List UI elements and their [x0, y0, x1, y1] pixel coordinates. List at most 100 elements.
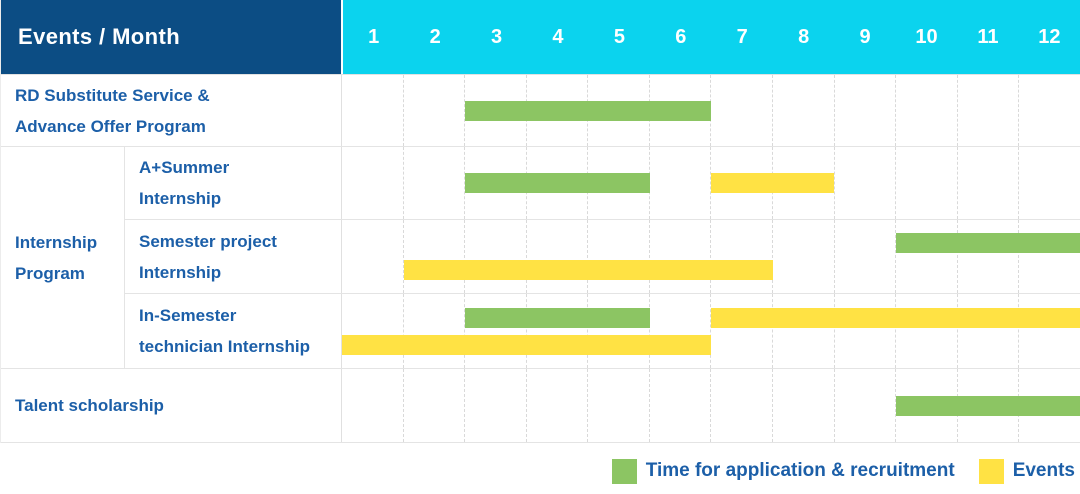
month-gridline-cell [342, 75, 404, 146]
month-header-cell: 6 [675, 25, 687, 48]
month-header-cell: 8 [798, 25, 810, 48]
month-gridline-cell [896, 220, 958, 293]
row-chart-area [341, 75, 1080, 146]
legend-label: Time for application & recruitment [645, 460, 955, 481]
events-month-header-cell: Events / Month [1, 0, 341, 74]
gantt-body: RD Substitute Service & Advance Offer Pro… [1, 75, 1080, 443]
legend: Time for application & recruitment Events [0, 442, 1080, 494]
month-gridline-cell [835, 147, 897, 219]
row-label-line: Internship [139, 189, 222, 208]
legend-item-green: Time for application & recruitment [611, 458, 955, 484]
month-header-cell: 11 [977, 25, 999, 48]
month-gridline-cell [958, 294, 1020, 368]
row-label-line: RD Substitute Service & [15, 85, 210, 105]
month-gridlines [342, 220, 1080, 293]
month-header-cell: 9 [859, 25, 871, 48]
month-gridline-cell [835, 294, 897, 368]
month-gridline-cell [588, 294, 650, 368]
table-row: RD Substitute Service & Advance Offer Pro… [1, 75, 1080, 147]
month-gridline-cell [465, 369, 527, 442]
month-gridline-cell [711, 294, 774, 368]
gantt-bar-yellow [403, 260, 773, 280]
row-label-line: In-Semester [139, 306, 237, 325]
table-title: Events / Month [18, 24, 181, 49]
gantt-table: Events / Month 1 2 3 4 5 6 7 8 9 10 11 12 RD Substi… [0, 0, 1080, 443]
month-gridline-cell [773, 369, 835, 442]
subrow-label: In-Semester technician Internship [125, 294, 341, 368]
row-label: RD Substitute Service & Advance Offer Pro… [1, 75, 341, 146]
month-gridline-cell [342, 147, 404, 219]
month-gridlines [342, 294, 1080, 368]
month-gridline-cell [958, 220, 1020, 293]
month-gridline-cell [465, 220, 527, 293]
row-label-line: Program [15, 263, 85, 283]
legend-item-yellow: Events [978, 458, 1075, 484]
month-gridline-cell [650, 294, 712, 368]
bar-line [342, 334, 1080, 355]
month-gridline-cell [835, 220, 897, 293]
month-gridline-cell [404, 75, 466, 146]
bar-line [342, 307, 1080, 328]
month-gridline-cell [650, 147, 712, 219]
subrow-label: A+Summer Internship [125, 147, 341, 219]
gantt-bar-green [895, 233, 1080, 253]
month-header-cell: 5 [613, 25, 625, 48]
month-header-cell: 4 [552, 25, 564, 48]
month-header-cell: 7 [736, 25, 748, 48]
bar-line [342, 173, 1080, 193]
bar-lines [342, 294, 1080, 368]
table-row: Talent scholarship [1, 369, 1080, 443]
month-gridline-cell [650, 369, 712, 442]
month-gridline-cell [527, 369, 589, 442]
bar-lines [342, 220, 1080, 293]
month-gridline-cell [711, 220, 774, 293]
month-gridline-cell [404, 369, 466, 442]
bar-lines [342, 369, 1080, 442]
bar-line [342, 395, 1080, 416]
month-header: 1 2 3 4 5 6 7 8 9 10 11 12 [341, 0, 1080, 74]
month-gridline-cell [342, 369, 404, 442]
row-label-line: Advance Offer Program [15, 116, 206, 136]
row-label-line: Internship [15, 232, 98, 252]
month-gridline-cell [835, 75, 897, 146]
row-label-line: technician Internship [139, 337, 310, 356]
gantt-bar-yellow [342, 334, 711, 355]
bar-line [342, 100, 1080, 121]
row-chart-area [341, 369, 1080, 442]
row-chart-area [341, 220, 1080, 293]
month-header-cell: 3 [490, 25, 503, 48]
month-gridline-cell [527, 220, 589, 293]
month-gridline-cell [650, 220, 712, 293]
month-header-cell: 12 [1038, 25, 1061, 48]
month-gridline-cell [342, 220, 404, 293]
gantt-bar-yellow [711, 307, 1080, 328]
bar-lines [342, 147, 1080, 219]
table-header-row: Events / Month 1 2 3 4 5 6 7 8 9 10 11 12 [1, 0, 1080, 75]
month-gridline-cell [773, 75, 835, 146]
group-label: Internship Program [1, 147, 124, 368]
month-gridline-cell [896, 147, 958, 219]
month-gridline-cell [773, 220, 835, 293]
month-gridline-cell [465, 294, 527, 368]
row-label: Talent scholarship [1, 369, 341, 442]
month-gridline-cell [342, 294, 404, 368]
month-gridline-cell [896, 294, 958, 368]
gantt-bar-green [465, 100, 711, 121]
month-gridline-cell [404, 294, 466, 368]
month-header-cell: 1 [368, 25, 380, 48]
month-gridline-cell [896, 75, 958, 146]
month-header-cell: 10 [915, 25, 938, 48]
month-gridline-cell [588, 369, 650, 442]
month-gridline-cell [711, 369, 774, 442]
month-gridline-cell [588, 220, 650, 293]
gantt-bar-yellow [711, 173, 834, 193]
month-gridline-cell [404, 220, 466, 293]
table-subrow: Semester project Internship [125, 220, 1080, 294]
row-chart-area [341, 294, 1080, 368]
month-gridline-cell [773, 147, 835, 219]
legend-swatch-yellow [978, 458, 1004, 484]
month-gridline-cell [527, 294, 589, 368]
legend-swatch-green [611, 458, 637, 484]
table-subrow: A+Summer Internship [125, 147, 1080, 220]
